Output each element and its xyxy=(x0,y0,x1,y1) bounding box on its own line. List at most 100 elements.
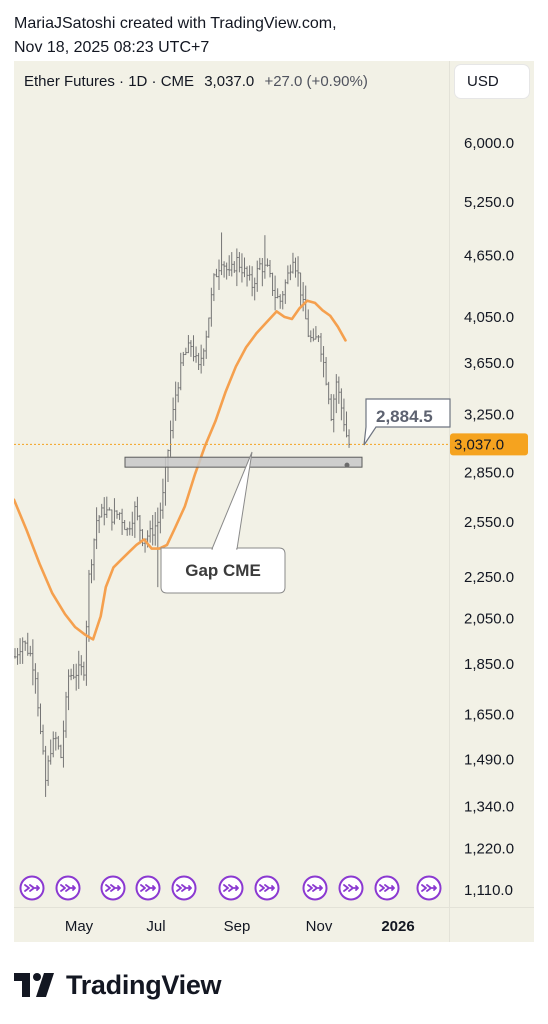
gap-callout-box xyxy=(160,547,286,594)
ohlc-bar xyxy=(131,511,134,536)
ohlc-bar xyxy=(332,394,335,433)
ohlc-bar xyxy=(322,346,325,378)
ohlc-bar xyxy=(95,507,98,550)
ohlc-bar xyxy=(294,257,297,278)
y-tick-label: 4,650.0 xyxy=(464,248,514,265)
ohlc-bar xyxy=(49,739,52,765)
event-icon[interactable] xyxy=(416,875,442,901)
ohlc-bar xyxy=(26,632,29,656)
ohlc-bar xyxy=(154,512,157,546)
y-tick-label: 3,250.0 xyxy=(464,406,514,423)
ohlc-bar xyxy=(105,496,108,518)
ohlc-bar xyxy=(189,340,193,357)
ohlc-bar xyxy=(159,502,162,534)
event-icon[interactable] xyxy=(100,875,126,901)
ohlc-bar xyxy=(171,397,175,439)
event-icon[interactable] xyxy=(135,875,161,901)
ohlc-bar xyxy=(220,232,223,276)
legend-last-price: 3,037.0 xyxy=(204,73,255,90)
level-callout-box xyxy=(363,398,451,446)
y-tick-label: 6,000.0 xyxy=(464,135,514,152)
ohlc-bar xyxy=(261,258,264,287)
event-icon[interactable] xyxy=(302,875,328,901)
ohlc-bar xyxy=(100,503,103,518)
ohlc-bar xyxy=(184,347,188,356)
chart-panel[interactable]: 6,000.0 5,250.0 4,650.0 4,050.0 3,650.0 3,250… xyxy=(14,61,534,942)
price-chart[interactable]: 6,000.0 5,250.0 4,650.0 4,050.0 3,650.0 3,250… xyxy=(14,61,534,942)
ohlc-bar xyxy=(319,332,323,362)
ohlc-bar xyxy=(62,720,65,768)
ohlc-bar xyxy=(177,382,180,403)
ohlc-bar xyxy=(337,376,341,404)
y-tick-label: 3,650.0 xyxy=(464,355,514,372)
legend-symbol: Ether Futures · 1D · CME xyxy=(24,73,195,90)
ohlc-bar xyxy=(59,744,63,759)
ohlc-bar xyxy=(16,647,19,665)
currency-button[interactable]: USD xyxy=(455,65,529,98)
ohlc-bar xyxy=(245,266,249,287)
ohlc-bar xyxy=(77,650,80,689)
ohlc-bar xyxy=(345,411,348,438)
event-icon[interactable] xyxy=(338,875,364,901)
ohlc-bar xyxy=(271,272,274,296)
ohlc-bar xyxy=(296,256,300,287)
ohlc-bar xyxy=(243,257,246,278)
ohlc-bar xyxy=(72,664,75,680)
ohlc-bar xyxy=(276,288,279,299)
ohlc-bar xyxy=(258,257,261,271)
ohlc-bar xyxy=(39,703,42,735)
ohlc-bar xyxy=(138,514,142,545)
y-tick-label: 2,850.0 xyxy=(464,464,514,481)
ohlc-bar xyxy=(148,520,152,543)
gap-zone[interactable] xyxy=(124,456,363,468)
event-icon[interactable] xyxy=(19,875,45,901)
ohlc-bar xyxy=(67,669,70,711)
y-tick-label: 1,220.0 xyxy=(464,840,514,857)
ohlc-bar xyxy=(57,735,60,750)
event-icon[interactable] xyxy=(374,875,400,901)
event-icon[interactable] xyxy=(254,875,280,901)
ohlc-bar xyxy=(46,755,50,786)
ohlc-bar xyxy=(87,569,91,642)
last-price-label: 3,037.0 xyxy=(454,436,504,453)
ohlc-bar xyxy=(266,258,269,267)
event-icon[interactable] xyxy=(171,875,197,901)
ohlc-bar xyxy=(80,655,83,676)
chart-legend: Ether Futures · 1D · CME 3,037.0 +27.0 (… xyxy=(24,73,368,90)
gap-callout-label: Gap CME xyxy=(185,561,261,580)
ohlc-bar xyxy=(136,496,139,521)
ohlc-bar xyxy=(212,273,216,302)
ohlc-bar xyxy=(327,381,330,405)
ohlc-bar xyxy=(31,639,35,686)
ohlc-bar xyxy=(268,260,272,278)
ohlc-bar xyxy=(197,352,200,371)
ohlc-bar xyxy=(194,346,198,363)
ohlc-bar xyxy=(14,648,17,659)
ohlc-bar xyxy=(36,672,40,717)
ohlc-bar xyxy=(128,521,131,536)
moving-average-line xyxy=(14,299,347,641)
y-tick-label: 1,340.0 xyxy=(464,799,514,816)
ohlc-bar xyxy=(230,252,233,277)
ohlc-bar xyxy=(75,663,78,691)
x-year-label: 2026 xyxy=(381,918,414,935)
ohlc-bar xyxy=(299,272,302,309)
ohlc-bar xyxy=(69,668,73,681)
event-icon[interactable] xyxy=(218,875,244,901)
ohlc-bar xyxy=(235,248,239,287)
ohlc-bar xyxy=(92,538,96,581)
ohlc-bar xyxy=(263,235,267,279)
ohlc-bar xyxy=(202,348,205,366)
y-tick-label: 1,110.0 xyxy=(464,882,513,899)
ohlc-bar xyxy=(273,275,277,311)
price-scale-background xyxy=(449,61,534,907)
ohlc-bar xyxy=(289,264,292,281)
ohlc-bar xyxy=(120,508,124,535)
event-icon[interactable] xyxy=(55,875,81,901)
ohlc-bar xyxy=(97,515,101,534)
ohlc-bar xyxy=(115,510,119,519)
ohlc-bar xyxy=(225,262,228,280)
ohlc-bar xyxy=(248,265,251,281)
y-tick-label: 1,490.0 xyxy=(464,752,514,769)
y-tick-label: 1,650.0 xyxy=(464,707,514,724)
